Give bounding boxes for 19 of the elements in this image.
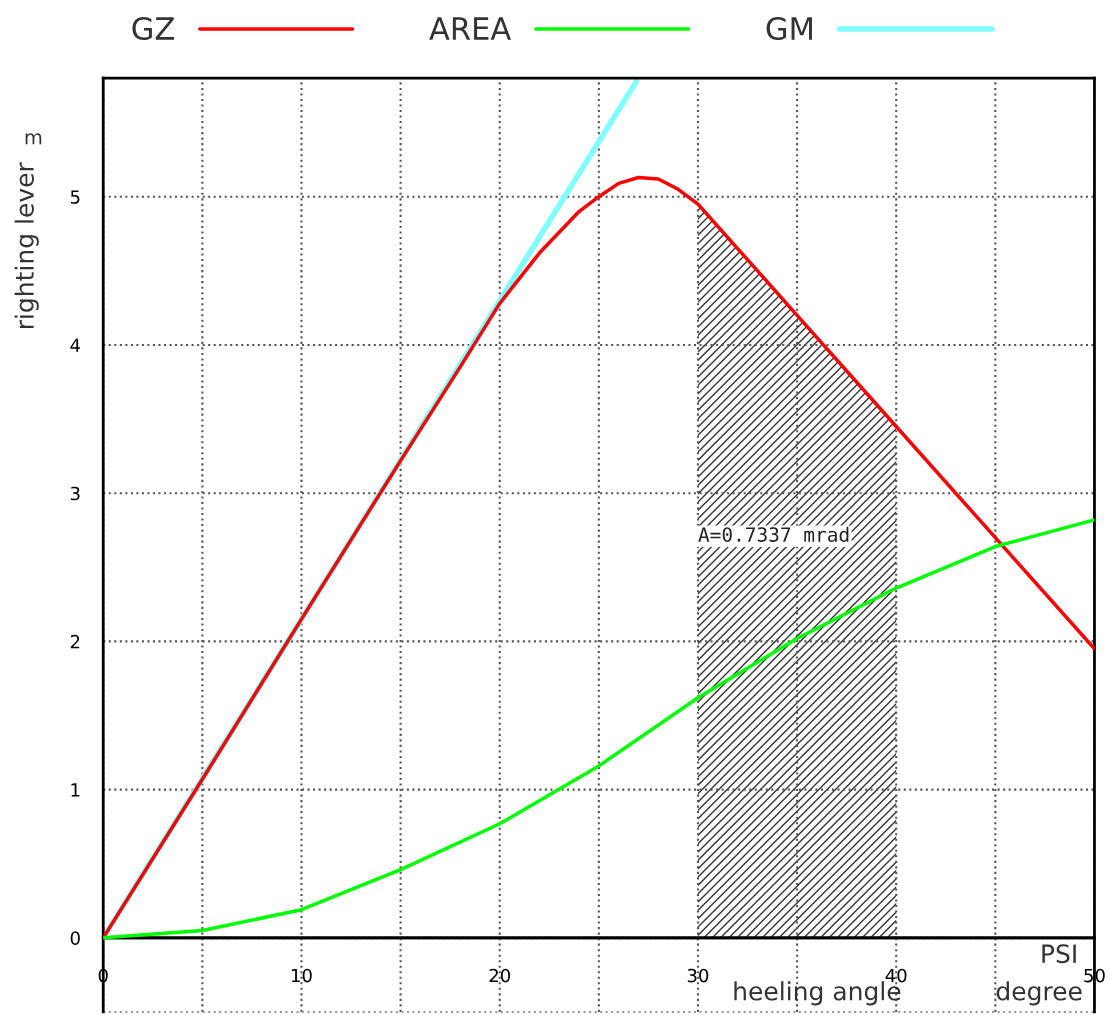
- y-tick-label: 2: [70, 634, 80, 649]
- y-tick-label: 3: [70, 486, 80, 501]
- legend-label: GM: [766, 16, 812, 41]
- x-tick-label: 20: [489, 968, 511, 983]
- x-tick-label: 30: [687, 968, 709, 983]
- x-tick-label: 10: [291, 968, 312, 983]
- x-tick-label: 40: [885, 968, 907, 983]
- y-axis-title: righting lever: [14, 162, 39, 329]
- x-axis-title: heeling angle: [734, 981, 901, 1006]
- annotation: degree: [996, 981, 1082, 1006]
- band-label: A=0.7337 mrad: [698, 526, 849, 542]
- legend-label: GZ: [132, 16, 174, 41]
- legend-label: AREA: [429, 17, 512, 40]
- text: m: [25, 133, 42, 145]
- y-tick-label: 1: [71, 783, 80, 797]
- y-tick-label: 5: [70, 190, 80, 204]
- y-tick-label: 0: [70, 931, 80, 945]
- annotation: PSI: [1042, 944, 1076, 964]
- y-tick-label: 4: [70, 338, 80, 352]
